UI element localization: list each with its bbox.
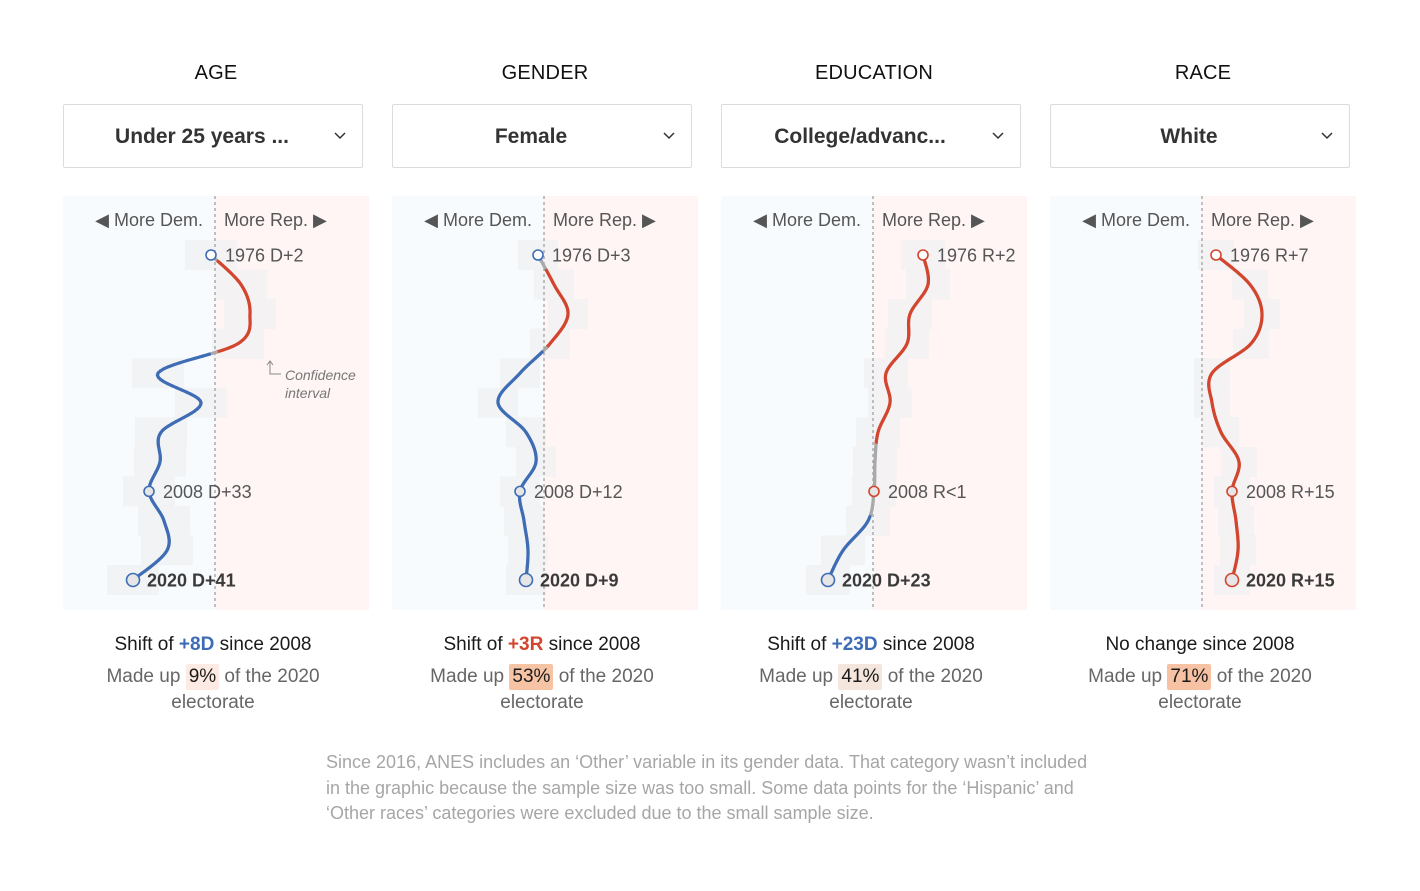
data-point-1976 [532,249,544,261]
electorate-pct-badge: 9% [185,664,220,690]
data-point-2020 [1224,572,1240,588]
point-label-2008: 2008 D+33 [163,482,252,502]
electorate-pct-badge: 71% [1167,664,1212,690]
made-up-prefix: Made up [430,666,510,687]
shift-prefix: Shift of [443,634,508,655]
chevron-down-icon [992,132,1004,140]
education-select-dropdown[interactable]: College/advanc... [721,104,1021,168]
data-point-2020 [820,572,836,588]
arrowhead-icon [266,360,274,366]
data-point-2008 [143,485,155,498]
electorate-pct-badge: 53% [509,664,554,690]
more-rep-background [544,196,698,610]
age-select-dropdown[interactable]: Under 25 years ... [63,104,363,168]
more-rep-label: More Rep. ▶ [882,210,985,230]
panel-summary: Shift of +8D since 2008 Made up 9% of th… [63,634,363,716]
shift-suffix: No change since 2008 [1105,634,1295,655]
footnote: Since 2016, ANES includes an ‘Other’ var… [326,752,1088,823]
point-label-2020: 2020 D+23 [842,571,931,591]
point-label-2020: 2020 R+15 [1246,571,1335,591]
annotation-line-2: interval [285,385,331,401]
race-select-dropdown[interactable]: White [1050,104,1350,168]
more-rep-background [215,196,369,610]
more-rep-label: More Rep. ▶ [1211,210,1314,230]
panel-summary: No change since 2008 Made up 71% of the … [1050,634,1350,716]
chevron-down-icon [663,132,675,140]
made-up-prefix: Made up [759,666,839,687]
selected-group: Female [494,125,568,148]
lean-chart: ◀ More Dem. More Rep. ▶ 1976 R+2 2008 R<1 20… [721,196,1027,610]
lean-chart: ◀ More Dem. More Rep. ▶ 1976 D+3 2008 D+12 2… [392,196,698,610]
made-up-suffix: of the 2020 [553,666,654,687]
point-label-2020: 2020 D+9 [540,571,619,591]
point-label-2008: 2008 R+15 [1246,482,1335,502]
made-up-suffix: of the 2020 [219,666,320,687]
point-label-2008: 2008 D+12 [534,482,623,502]
data-point-2008 [1226,485,1238,498]
shift-suffix: since 2008 [877,634,975,655]
point-label-2008: 2008 R<1 [888,482,967,502]
chevron-down-icon [1321,132,1333,140]
shift-value: +23D [831,634,878,655]
shift-prefix: Shift of [114,634,179,655]
made-up-prefix: Made up [1088,666,1168,687]
annotation-arrow-icon [269,362,281,375]
selected-group: Under 25 years ... [115,125,289,148]
shift-suffix: since 2008 [214,634,312,655]
shift-prefix: Shift of [767,634,832,655]
made-up-suffix: of the 2020 [1211,666,1312,687]
shift-value: +8D [178,634,215,655]
more-rep-label: More Rep. ▶ [553,210,656,230]
panel-summary: Shift of +23D since 2008 Made up 41% of … [721,634,1021,716]
made-up-line2: electorate [171,692,255,713]
electorate-pct-badge: 41% [838,664,883,690]
lean-chart: ◀ More Dem. More Rep. ▶ 1976 D+2 2008 D+33 2… [63,196,369,610]
selected-group: White [1160,125,1218,148]
more-rep-label: More Rep. ▶ [224,210,327,230]
data-point-2020 [518,572,534,588]
made-up-line2: electorate [829,692,913,713]
point-label-2020: 2020 D+41 [147,571,236,591]
point-label-1976: 1976 R+7 [1230,246,1309,266]
category-label: RACE [1174,62,1232,84]
more-dem-background [1050,196,1202,610]
more-dem-label: ◀ More Dem. [1082,210,1190,230]
made-up-line2: electorate [1158,692,1242,713]
category-label: EDUCATION [814,62,934,84]
lean-chart: ◀ More Dem. More Rep. ▶ 1976 R+7 2008 R+15 2… [1050,196,1356,610]
data-point-1976 [1210,249,1222,261]
made-up-prefix: Made up [106,666,186,687]
made-up-line2: electorate [500,692,584,713]
shift-since-2008: Shift of +8D since 2008 [63,634,363,656]
shift-since-2008: Shift of +3R since 2008 [392,634,692,656]
point-label-1976: 1976 D+3 [552,246,631,266]
electorate-share: Made up 53% of the 2020 electorate [392,664,692,716]
panel-summary: Shift of +3R since 2008 Made up 53% of t… [392,634,692,716]
more-dem-label: ◀ More Dem. [95,210,203,230]
made-up-suffix: of the 2020 [882,666,983,687]
gender-select-dropdown[interactable]: Female [392,104,692,168]
annotation-line-1: Confidence [285,367,356,383]
data-point-1976 [205,249,217,261]
data-point-2008 [514,485,526,498]
point-label-1976: 1976 D+2 [225,246,304,266]
more-dem-label: ◀ More Dem. [424,210,532,230]
shift-value: +3R [507,634,544,655]
confidence-interval-annotation: Confidence interval [266,360,356,401]
chevron-down-icon [334,132,346,140]
category-label: AGE [194,62,238,84]
shift-since-2008: No change since 2008 [1050,634,1350,656]
electorate-share: Made up 41% of the 2020 electorate [721,664,1021,716]
more-dem-label: ◀ More Dem. [753,210,861,230]
point-label-1976: 1976 R+2 [937,246,1016,266]
shift-suffix: since 2008 [543,634,641,655]
electorate-share: Made up 9% of the 2020 electorate [63,664,363,716]
data-point-2008 [868,485,880,498]
selected-group: College/advanc... [774,125,946,148]
electorate-share: Made up 71% of the 2020 electorate [1050,664,1350,716]
shift-since-2008: Shift of +23D since 2008 [721,634,1021,656]
data-point-1976 [917,249,929,261]
data-point-2020 [125,572,141,588]
category-label: GENDER [501,62,589,84]
